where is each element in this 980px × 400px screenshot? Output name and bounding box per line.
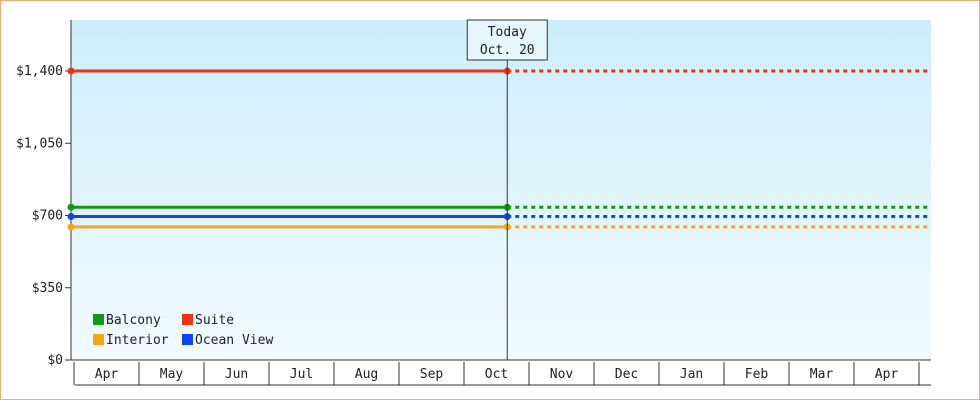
month-label: Jul — [290, 367, 313, 382]
legend-label: Ocean View — [195, 333, 273, 348]
month-label: May — [160, 367, 184, 382]
y-tick-label: $350 — [32, 281, 63, 296]
today-marker: Today Oct. 20 — [466, 19, 548, 360]
month-label: Aug — [355, 367, 378, 382]
month-label: Jun — [225, 367, 248, 382]
y-tick-label: $1,400 — [16, 64, 63, 79]
series-lines — [67, 67, 931, 231]
legend-label: Interior — [106, 333, 169, 348]
month-label: Mar — [810, 367, 834, 382]
series-point — [67, 203, 75, 211]
month-label: Jan — [680, 367, 703, 382]
legend-swatch — [93, 334, 104, 345]
y-tick-label: $0 — [47, 353, 63, 368]
month-label: Sep — [420, 367, 444, 382]
month-label: Dec — [615, 367, 638, 382]
month-label: Feb — [745, 367, 769, 382]
month-label: Apr — [875, 367, 899, 382]
legend-label: Balcony — [106, 313, 161, 328]
y-tick-label: $1,050 — [16, 136, 63, 151]
series-point — [67, 67, 75, 75]
plot-area — [71, 20, 931, 360]
month-label: Oct — [485, 367, 508, 382]
legend-label: Suite — [195, 313, 234, 328]
series-point — [67, 223, 75, 231]
today-label: Today — [488, 25, 527, 40]
today-date: Oct. 20 — [480, 43, 535, 58]
legend: Balcony Suite Interior Ocean View — [93, 313, 273, 348]
month-label: Apr — [95, 367, 119, 382]
legend-swatch — [93, 314, 104, 325]
month-label: Nov — [550, 367, 574, 382]
y-axis: $0 $350 $700 $1,050 $1,400 — [16, 20, 931, 368]
y-tick-label: $700 — [32, 209, 63, 224]
series-point — [67, 213, 75, 221]
legend-swatch — [182, 314, 193, 325]
x-axis: Apr May Jun Jul Aug Sep Oct Nov Dec Jan Feb Mar Apr — [73, 362, 931, 386]
today-box — [466, 19, 548, 61]
legend-swatch — [182, 334, 193, 345]
